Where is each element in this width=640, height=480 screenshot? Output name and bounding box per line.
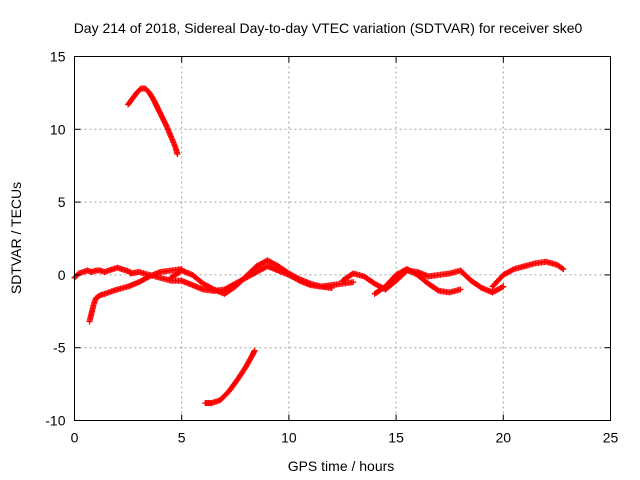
data-point-marker	[509, 266, 516, 273]
data-point-marker	[560, 266, 567, 273]
y-tick-label: -5	[53, 340, 66, 356]
data-point-marker	[559, 265, 566, 272]
data-point-marker	[434, 287, 441, 294]
plot-frame	[74, 56, 611, 421]
data-point-marker	[498, 284, 505, 291]
x-tick-label: 20	[496, 430, 512, 446]
x-tick-label: 25	[603, 430, 619, 446]
x-axis-label: GPS time / hours	[288, 458, 395, 474]
x-tick-label: 10	[281, 430, 297, 446]
series-trace-b	[125, 85, 181, 158]
chart-title: Day 214 of 2018, Sidereal Day-to-day VTE…	[74, 20, 583, 36]
data-point-marker	[457, 286, 464, 293]
y-tick-label: 15	[50, 49, 66, 65]
data-point-marker	[295, 275, 302, 282]
x-tick-label: 15	[388, 430, 404, 446]
data-point-marker	[500, 283, 507, 290]
x-tick-label: 0	[71, 430, 79, 446]
y-tick-label: 10	[50, 121, 66, 137]
y-axis-label: SDTVAR / TECUs	[8, 182, 24, 294]
y-tick-label: 5	[58, 194, 66, 210]
data-point-marker	[209, 285, 216, 292]
tick-layer: 0 5 10 15 20 25 -10 -5 0 5 10 15	[45, 49, 618, 446]
series-trace-g	[371, 266, 464, 297]
data-point-marker	[251, 347, 258, 354]
data-point-marker	[328, 285, 335, 292]
x-tick-label: 5	[178, 430, 186, 446]
y-tick-label: 0	[58, 267, 66, 283]
data-point-marker	[174, 151, 181, 158]
series-trace-a	[71, 264, 134, 281]
series-trace-c	[86, 266, 185, 325]
grid-layer	[74, 56, 611, 421]
series-trace-i	[202, 347, 258, 407]
data-layer	[71, 85, 567, 407]
series-trace-h	[489, 258, 567, 290]
data-point-marker	[350, 279, 357, 286]
y-tick-label: -10	[45, 413, 65, 429]
series-trace-e	[167, 257, 335, 297]
